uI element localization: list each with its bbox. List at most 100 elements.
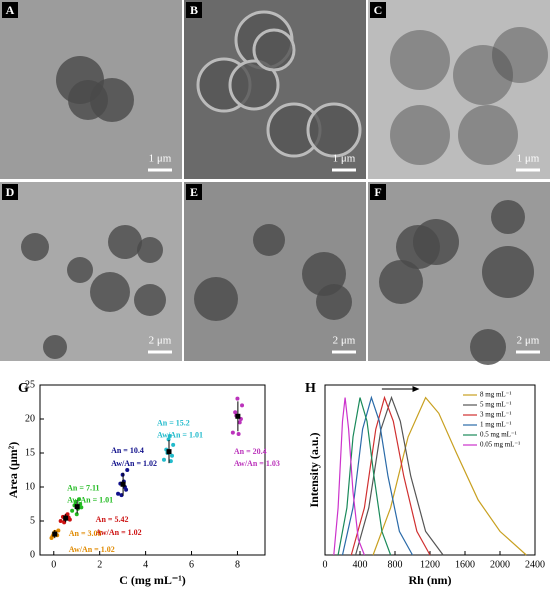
data-point — [79, 505, 84, 510]
data-point — [235, 396, 240, 401]
data-point — [73, 499, 78, 504]
particle — [194, 277, 238, 321]
data-point — [124, 487, 129, 492]
micrograph: E 2 μm — [184, 182, 366, 361]
panel-label: E — [190, 185, 198, 199]
arrow-head — [412, 386, 420, 392]
data-point — [70, 508, 75, 513]
particle — [252, 28, 296, 72]
legend-label: 0.05 mg mL⁻¹ — [480, 441, 520, 449]
data-line — [350, 395, 431, 556]
x-tick-label: 1600 — [455, 559, 475, 570]
y-tick-label: 25 — [25, 379, 35, 390]
x-tick-label: 400 — [353, 559, 368, 570]
data-line — [341, 395, 414, 556]
data-point — [125, 468, 130, 472]
data-point — [167, 434, 172, 438]
annotation: Aw/An = 1.01 — [157, 430, 203, 439]
particle — [390, 30, 450, 90]
y-tick-label: 5 — [30, 515, 35, 526]
annotation: An = 3.08 — [69, 529, 102, 538]
mean-marker — [166, 449, 172, 455]
scale-bar-label: 2 μm — [517, 335, 540, 347]
data-point — [230, 430, 235, 435]
particle — [316, 284, 352, 320]
annotation: Aw/An = 1.02 — [96, 528, 142, 537]
micrograph: A 1 μm — [0, 0, 182, 179]
particle — [43, 335, 67, 359]
scale-bar-label: 1 μm — [333, 153, 356, 165]
data-line — [355, 395, 444, 556]
particle — [253, 224, 285, 256]
annotation: Aw/An = 1.03 — [234, 459, 280, 468]
scale-bar-label: 2 μm — [333, 335, 356, 347]
data-point — [168, 459, 173, 464]
x-tick-label: 0 — [51, 559, 56, 570]
legend-label: 3 mg mL⁻¹ — [480, 411, 511, 419]
particle — [491, 200, 525, 234]
x-tick-label: 2 — [97, 559, 102, 570]
plot-frame — [39, 384, 266, 556]
legend-label: 1 mg mL⁻¹ — [480, 421, 511, 429]
panel-label: C — [374, 3, 383, 17]
legend-label: 0.5 mg mL⁻¹ — [480, 431, 517, 439]
panel-label-bg — [2, 2, 18, 18]
chart-panel-label: H — [305, 381, 316, 396]
particle — [458, 105, 518, 165]
particle — [21, 233, 49, 261]
panel-label: B — [190, 3, 198, 17]
data-point — [236, 431, 241, 436]
x-tick-label: 0 — [323, 559, 328, 570]
particle — [68, 80, 108, 120]
legend-label: 8 mg mL⁻¹ — [480, 391, 511, 399]
micrograph: B 1 μm — [184, 0, 366, 179]
scale-bar-label: 1 μm — [149, 153, 172, 165]
x-axis-label: C (mg mL⁻¹) — [119, 573, 186, 587]
particle — [134, 284, 166, 316]
x-tick-label: 2000 — [490, 559, 510, 570]
x-tick-label: 1200 — [420, 559, 440, 570]
panel-label-bg — [186, 184, 202, 200]
panel-label: F — [374, 185, 381, 199]
data-point — [171, 442, 176, 447]
annotation: An = 7.11 — [67, 483, 99, 492]
micrograph: C 1 μm — [368, 0, 550, 179]
annotation: Aw/An = 1.02 — [111, 459, 157, 468]
panel-label-bg — [186, 2, 202, 18]
particle — [453, 45, 513, 105]
x-tick-label: 6 — [189, 559, 194, 570]
x-axis-label: Rh (nm) — [408, 573, 451, 587]
legend-label: 5 mg mL⁻¹ — [480, 401, 511, 409]
data-point — [237, 420, 242, 425]
panel-label-bg — [370, 2, 386, 18]
annotation: An = 10.4 — [111, 446, 144, 455]
micrograph: F 2 μm — [368, 182, 550, 365]
data-line — [333, 397, 365, 556]
y-tick-label: 0 — [30, 549, 35, 560]
annotation: Aw/An = 1.01 — [67, 495, 113, 504]
scale-bar-label: 2 μm — [149, 335, 172, 347]
annotation: An = 5.42 — [96, 515, 129, 524]
x-tick-label: 8 — [235, 559, 240, 570]
data-point — [170, 453, 175, 458]
scale-bar-label: 1 μm — [517, 153, 540, 165]
x-tick-label: 2400 — [525, 559, 545, 570]
particle — [108, 225, 142, 259]
particle — [379, 260, 423, 304]
particle — [228, 59, 280, 111]
panel-label: A — [6, 3, 15, 17]
data-line — [372, 396, 527, 556]
data-point — [74, 512, 79, 517]
micrograph: D 2 μm — [0, 182, 182, 361]
chart-panel-label: G — [18, 381, 29, 396]
data-point — [233, 410, 238, 415]
panel-label-bg — [2, 184, 18, 200]
data-line — [337, 397, 392, 556]
mean-marker — [52, 531, 58, 537]
data-point — [58, 519, 63, 523]
y-axis-label: Intensity (a.u.) — [307, 432, 321, 507]
data-point — [166, 437, 171, 442]
particle — [470, 329, 506, 365]
x-tick-label: 800 — [388, 559, 403, 570]
